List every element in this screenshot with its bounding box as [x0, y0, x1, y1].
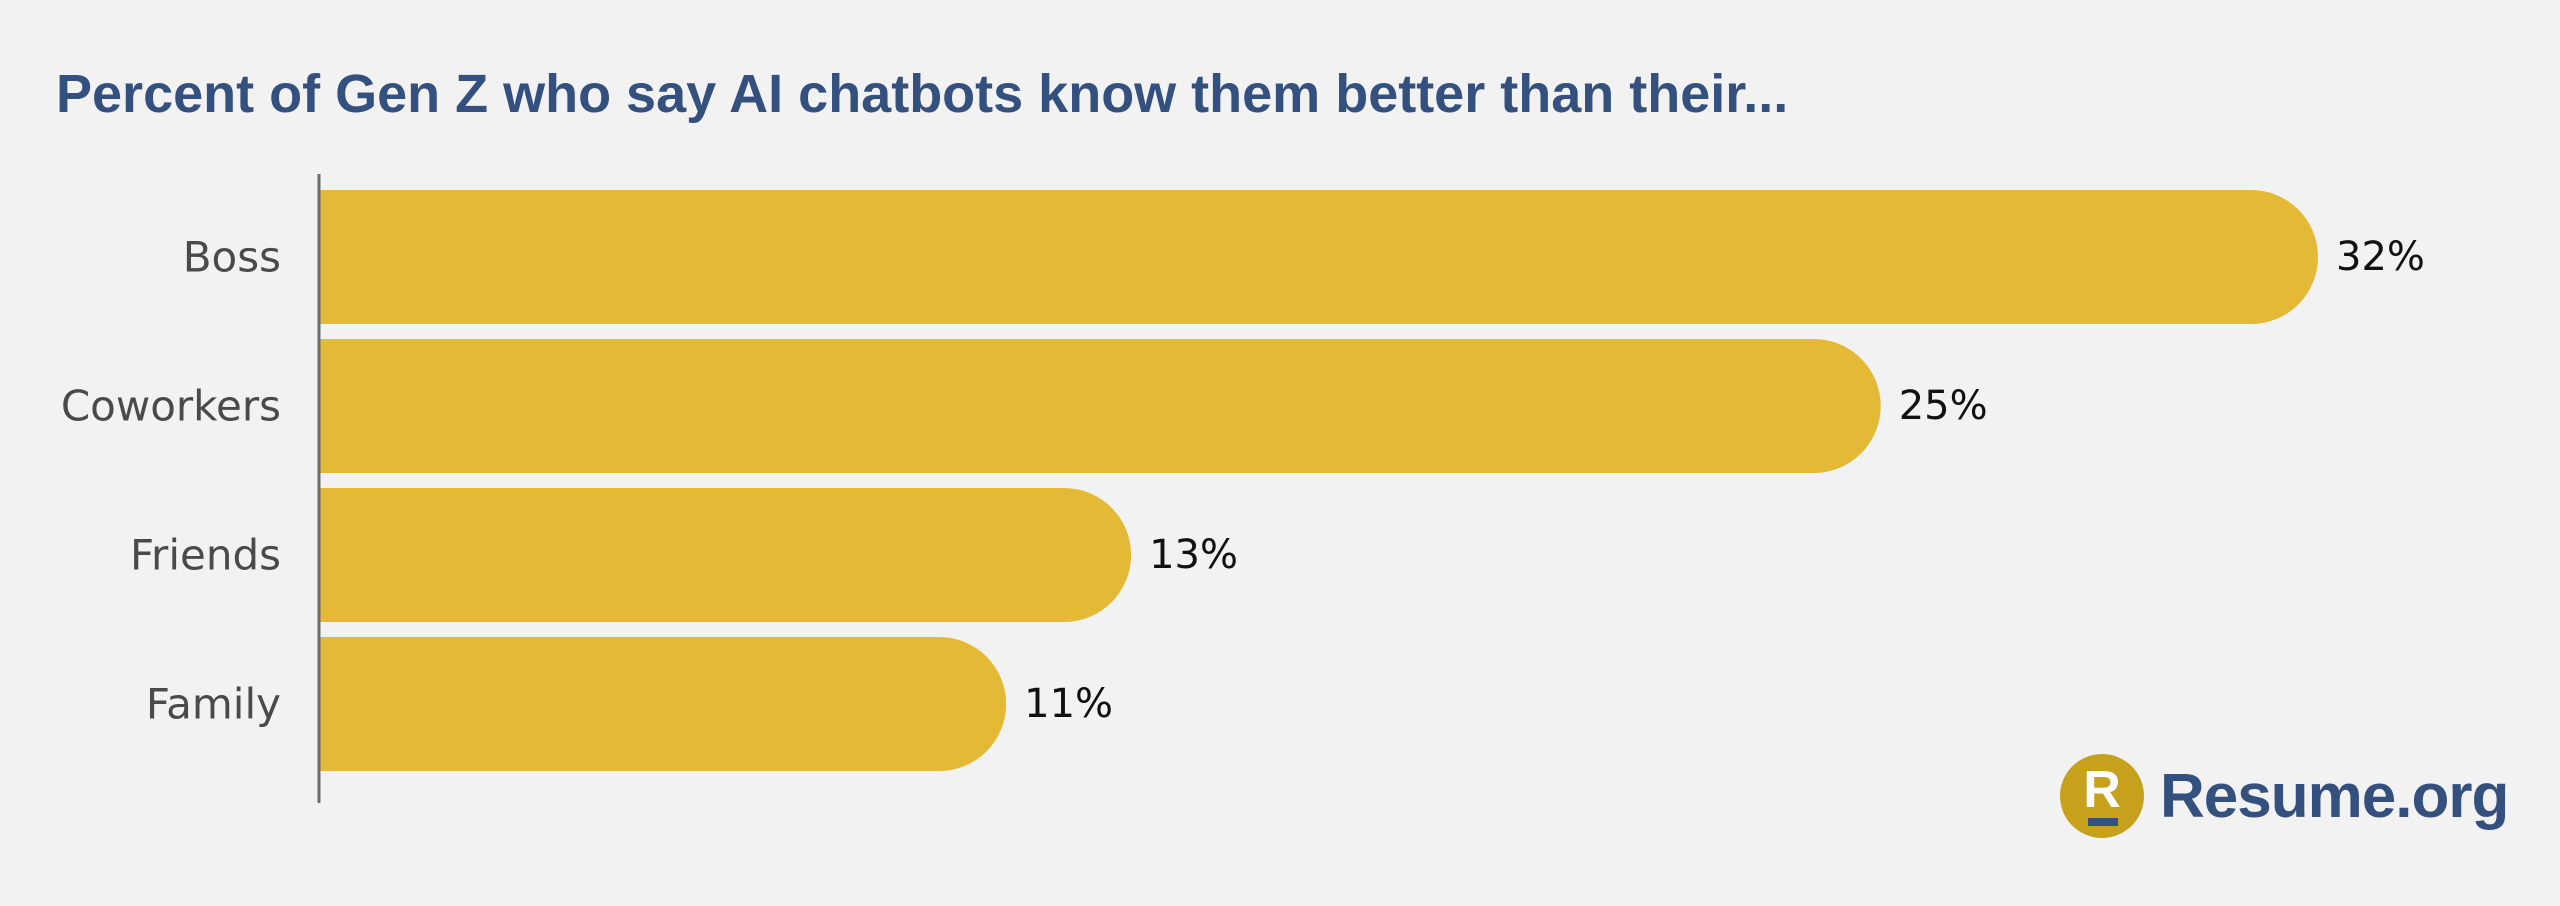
resume-org-logo: R Resume.org	[2060, 754, 2509, 838]
bar-friends	[319, 488, 1132, 622]
category-label-friends: Friends	[130, 531, 281, 580]
value-label-coworkers: 25%	[1899, 383, 1988, 429]
logo-letter: R	[2083, 761, 2121, 819]
bar-family	[319, 637, 1007, 771]
logo-badge-icon: R	[2060, 754, 2144, 838]
logo-underline	[2088, 818, 2118, 826]
value-label-family: 11%	[1024, 681, 1113, 727]
category-label-boss: Boss	[183, 233, 281, 282]
category-label-family: Family	[146, 680, 281, 729]
chart-title: Percent of Gen Z who say AI chatbots kno…	[56, 64, 1789, 124]
bar-boss	[319, 190, 2318, 324]
value-label-friends: 13%	[1149, 532, 1238, 578]
value-label-boss: 32%	[2336, 234, 2425, 280]
category-label-coworkers: Coworkers	[61, 382, 281, 431]
bar-coworkers	[319, 339, 1881, 473]
logo-text: Resume.org	[2160, 761, 2509, 831]
